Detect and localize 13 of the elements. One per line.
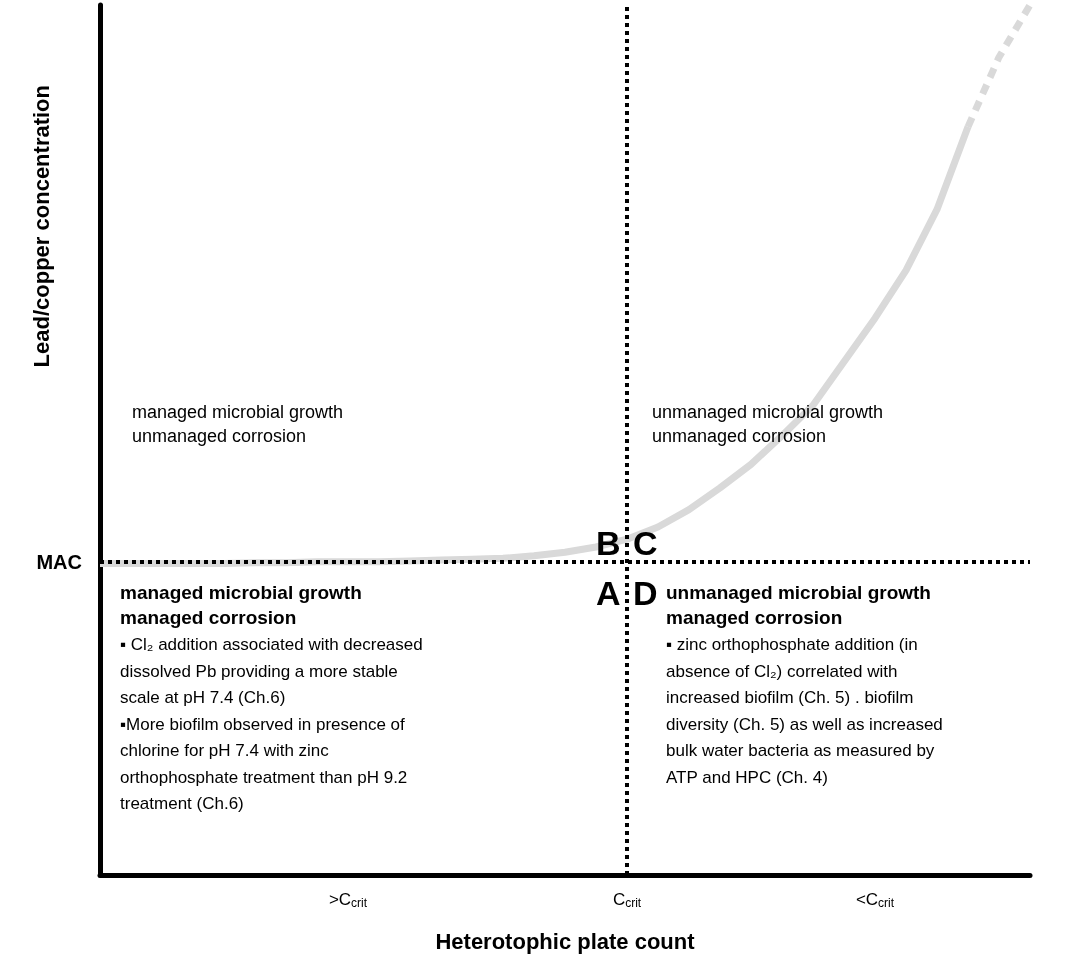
annotation: ▪ Cl₂ addition associated with decreased dissolved Pb providing a more stable scale at pH 7.4 (Ch.6) ▪More biofilm observed in presence of chlorine for pH 7.4 with zinc orthophosphate treatment than pH 9.2 treatment (Ch.6) xyxy=(120,634,423,815)
annotation: managed microbial growth unmanaged corrosion xyxy=(132,401,344,448)
x-axis-title: Heterotophic plate count xyxy=(435,928,696,954)
annotation: unmanaged microbial growth managed corrosion xyxy=(666,581,931,630)
annotation: unmanaged microbial growth unmanaged corrosion xyxy=(652,401,884,448)
annotation: ▪ zinc orthophosphate addition (in absence of Cl₂) correlated with increased biofilm (Ch. 5) . biofilm diversity (Ch. 5) as well as increased bulk water bacteria as measured by ATP and HPC (Ch. 4) xyxy=(666,634,943,789)
annotation: A xyxy=(596,574,621,612)
y-axis-title: Lead/copper concentration xyxy=(28,85,54,368)
ref-line-label: MAC xyxy=(36,550,82,573)
annotation: C xyxy=(633,524,658,562)
annotation: D xyxy=(633,574,658,612)
annotation: B xyxy=(596,524,621,562)
annotation: managed microbial growth managed corrosion xyxy=(120,581,362,630)
